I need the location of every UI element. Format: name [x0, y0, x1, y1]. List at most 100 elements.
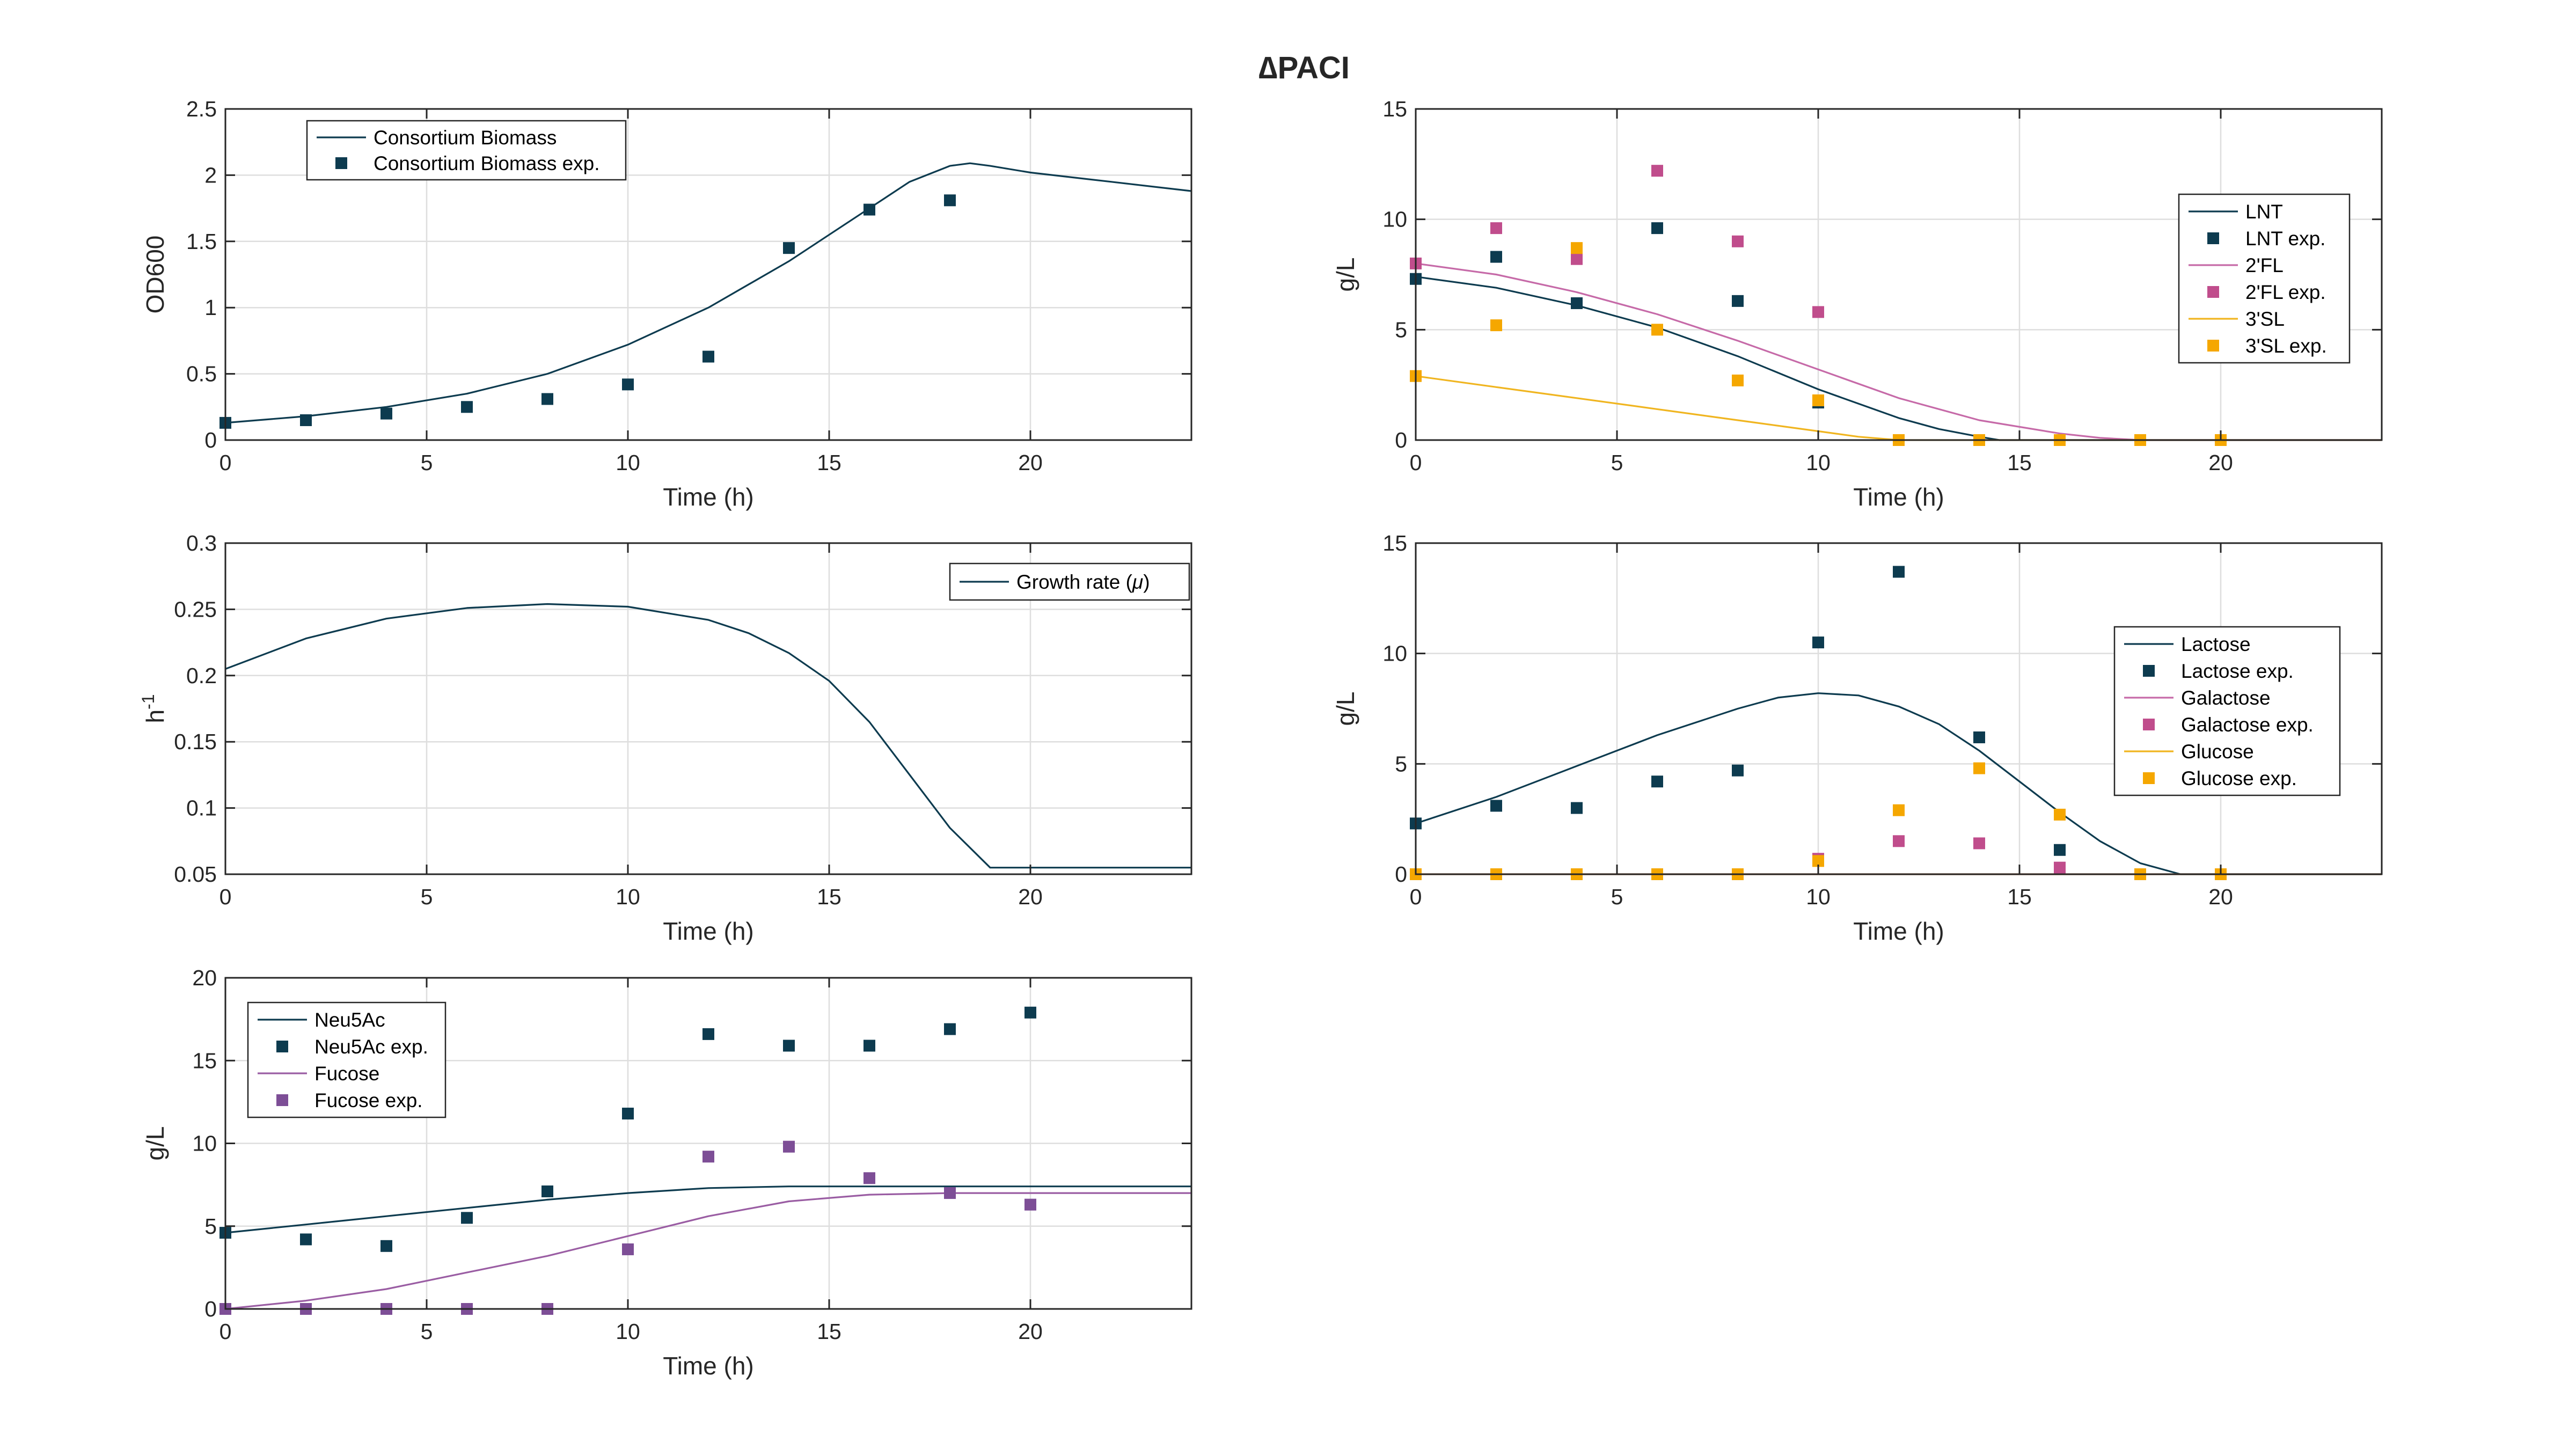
y-axis-title-base: h	[141, 709, 169, 723]
y-tick-label: 5	[1395, 317, 1407, 342]
data-point	[783, 1140, 795, 1153]
legend-label: Fucose	[314, 1063, 379, 1085]
legend-label: Galactose	[2181, 687, 2271, 709]
chart-hmo: 0 5 10 15 20 0 5 10 15 Time (h) g/L LNT LNT exp. 2'FL…	[1331, 97, 2383, 511]
y-tick-label: 0.3	[186, 531, 217, 555]
legend-label: Consortium Biomass	[374, 127, 557, 149]
y-tick-label: 1.5	[186, 229, 217, 254]
legend-label: 2'FL	[2245, 254, 2284, 276]
data-point	[1490, 319, 1502, 332]
data-point	[2054, 861, 2066, 874]
legend-label: Growth rate (μ)	[1016, 571, 1150, 593]
legend-label-text: Growth rate (	[1016, 571, 1133, 593]
x-tick-label: 15	[817, 450, 841, 475]
legend-label: LNT	[2245, 201, 2283, 223]
plot-area	[1410, 165, 2382, 446]
x-tick-label: 0	[1410, 884, 1422, 909]
y-tick-label: 15	[1382, 531, 1407, 555]
axes-box	[224, 108, 1192, 441]
axes-box	[1415, 108, 2383, 441]
y-tick-label: 15	[192, 1048, 217, 1073]
data-point	[461, 401, 473, 413]
data-point	[2054, 844, 2066, 856]
x-tick-label: 10	[616, 1319, 640, 1344]
y-axis-title: g/L	[1331, 692, 1359, 726]
legend-marker-swatch	[2207, 232, 2219, 244]
data-point	[783, 1040, 795, 1052]
data-point	[1571, 242, 1583, 254]
legend-label: 2'FL exp.	[2245, 281, 2326, 303]
plot-area	[225, 603, 1191, 869]
series-line	[225, 603, 1191, 869]
x-tick-label: 5	[421, 450, 433, 475]
data-point	[541, 1185, 553, 1197]
data-point	[300, 414, 312, 426]
legend: Growth rate (μ)	[949, 562, 1190, 601]
x-tick-label: 5	[1611, 450, 1623, 475]
y-axis-title: h-1	[138, 694, 169, 723]
data-point	[1973, 762, 1985, 774]
y-tick-label: 10	[1382, 207, 1407, 232]
x-axis-title: Time (h)	[663, 1352, 754, 1380]
x-axis-title: Time (h)	[663, 483, 754, 511]
x-axis-title: Time (h)	[1853, 917, 1944, 945]
series-line	[225, 162, 1192, 424]
legend-box	[306, 120, 627, 181]
legend-marker-swatch	[2207, 340, 2219, 352]
x-tick-label: 15	[2007, 884, 2032, 909]
plot-area	[219, 1006, 1191, 1315]
data-point	[622, 378, 634, 391]
legend-label: LNT exp.	[2245, 228, 2325, 250]
y-tick-label: 1	[204, 295, 217, 320]
data-point	[1651, 165, 1663, 177]
figure-title: ∆PACI	[1258, 50, 1350, 85]
y-tick-label: 0	[204, 428, 217, 452]
legend-label: Lactose	[2181, 633, 2251, 655]
data-point	[2054, 808, 2066, 821]
data-point	[944, 194, 956, 207]
y-tick-label: 0.25	[174, 597, 217, 621]
y-tick-label: 0.2	[186, 663, 217, 688]
data-point	[1024, 1198, 1036, 1211]
data-point	[1732, 764, 1744, 777]
data-point	[1651, 775, 1663, 788]
legend-label: Neu5Ac exp.	[314, 1036, 428, 1058]
x-tick-label: 20	[1018, 1319, 1043, 1344]
y-tick-label: 10	[1382, 641, 1407, 666]
legend-label: 3'SL exp.	[2245, 335, 2327, 357]
data-point	[1024, 1006, 1036, 1019]
data-point	[1732, 235, 1744, 247]
legend-label: 3'SL	[2245, 308, 2285, 330]
y-tick-label: 20	[192, 965, 217, 990]
y-axis-title-sup: -1	[138, 694, 158, 709]
x-tick-label: 20	[2208, 884, 2233, 909]
data-point	[1571, 297, 1583, 309]
data-point	[1732, 374, 1744, 386]
legend-box	[2113, 626, 2341, 796]
y-tick-label: 0.15	[174, 729, 217, 754]
data-point	[702, 1028, 714, 1040]
y-tick-label: 0	[204, 1297, 217, 1321]
chart-biomass: 0 5 10 15 20 0 0.5 1 1.5 2 2.5 Time (h) OD600 Consort…	[141, 97, 1192, 511]
data-point	[1651, 222, 1663, 235]
data-point	[702, 350, 714, 363]
data-point	[702, 1151, 714, 1163]
legend-marker-swatch	[2207, 286, 2219, 298]
data-point	[1812, 636, 1824, 649]
y-tick-label: 0.05	[174, 862, 217, 887]
data-point	[1893, 804, 1905, 816]
data-point	[1812, 855, 1824, 867]
legend: Neu5Ac Neu5Ac exp. Fucose Fucose exp.	[247, 1001, 447, 1118]
data-point	[1490, 800, 1502, 812]
y-tick-label: 10	[192, 1131, 217, 1156]
data-point	[783, 242, 795, 254]
series-line	[1415, 692, 2382, 875]
y-tick-label: 0	[1395, 862, 1407, 887]
y-axis-title: g/L	[141, 1126, 169, 1161]
data-point	[622, 1107, 634, 1119]
series-line	[1415, 375, 2382, 441]
data-point	[541, 393, 553, 405]
x-tick-label: 20	[1018, 884, 1043, 909]
y-tick-label: 0	[1395, 428, 1407, 452]
chart-neu5ac: 0 5 10 15 20 0 5 10 15 20 Time (h) g/L Neu5Ac Neu5Ac …	[141, 965, 1192, 1380]
